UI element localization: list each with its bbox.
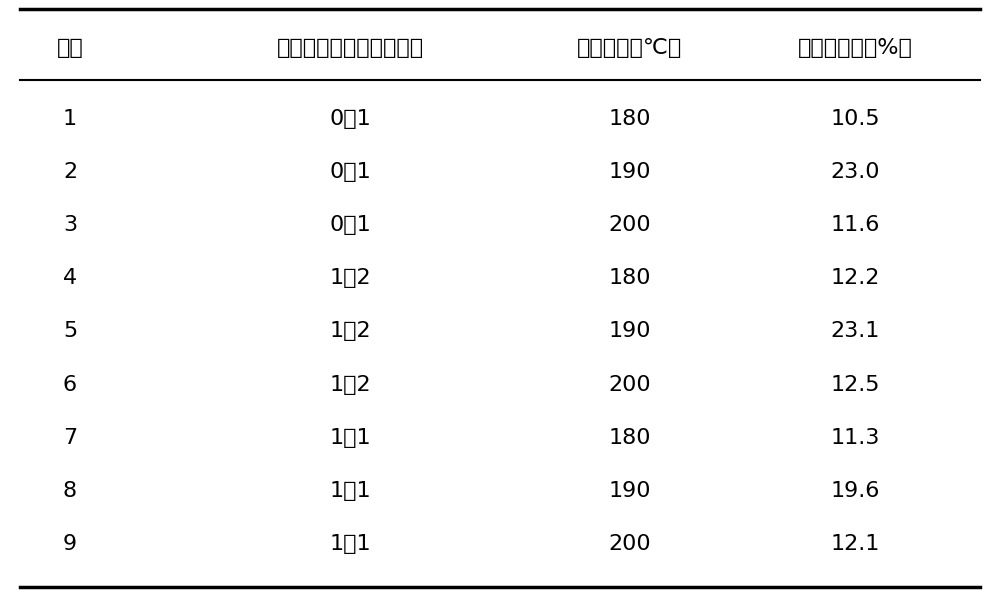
Text: 9: 9	[63, 534, 77, 554]
Text: 200: 200	[609, 215, 651, 235]
Text: 180: 180	[609, 268, 651, 288]
Text: 12.2: 12.2	[830, 268, 880, 288]
Text: 23.1: 23.1	[830, 321, 880, 342]
Text: 水解温度（℃）: 水解温度（℃）	[577, 37, 683, 58]
Text: 溶剂比例（非极性：水）: 溶剂比例（非极性：水）	[276, 37, 424, 58]
Text: 190: 190	[609, 481, 651, 501]
Text: 7: 7	[63, 428, 77, 448]
Text: 200: 200	[609, 375, 651, 394]
Text: 葡萄糖得率（%）: 葡萄糖得率（%）	[798, 37, 912, 58]
Text: 190: 190	[609, 162, 651, 182]
Text: 11.3: 11.3	[830, 428, 880, 448]
Text: 1：2: 1：2	[329, 321, 371, 342]
Text: 1：1: 1：1	[329, 481, 371, 501]
Text: 10.5: 10.5	[830, 109, 880, 129]
Text: 3: 3	[63, 215, 77, 235]
Text: 200: 200	[609, 534, 651, 554]
Text: 180: 180	[609, 428, 651, 448]
Text: 1: 1	[63, 109, 77, 129]
Text: 23.0: 23.0	[830, 162, 880, 182]
Text: 1：2: 1：2	[329, 268, 371, 288]
Text: 5: 5	[63, 321, 77, 342]
Text: 1：1: 1：1	[329, 428, 371, 448]
Text: 1：2: 1：2	[329, 375, 371, 394]
Text: 0：1: 0：1	[329, 162, 371, 182]
Text: 11.6: 11.6	[830, 215, 880, 235]
Text: 180: 180	[609, 109, 651, 129]
Text: 12.5: 12.5	[830, 375, 880, 394]
Text: 0：1: 0：1	[329, 215, 371, 235]
Text: 190: 190	[609, 321, 651, 342]
Text: 8: 8	[63, 481, 77, 501]
Text: 0：1: 0：1	[329, 109, 371, 129]
Text: 19.6: 19.6	[830, 481, 880, 501]
Text: 1：1: 1：1	[329, 534, 371, 554]
Text: 编号: 编号	[57, 37, 83, 58]
Text: 2: 2	[63, 162, 77, 182]
Text: 6: 6	[63, 375, 77, 394]
Text: 4: 4	[63, 268, 77, 288]
Text: 12.1: 12.1	[830, 534, 880, 554]
